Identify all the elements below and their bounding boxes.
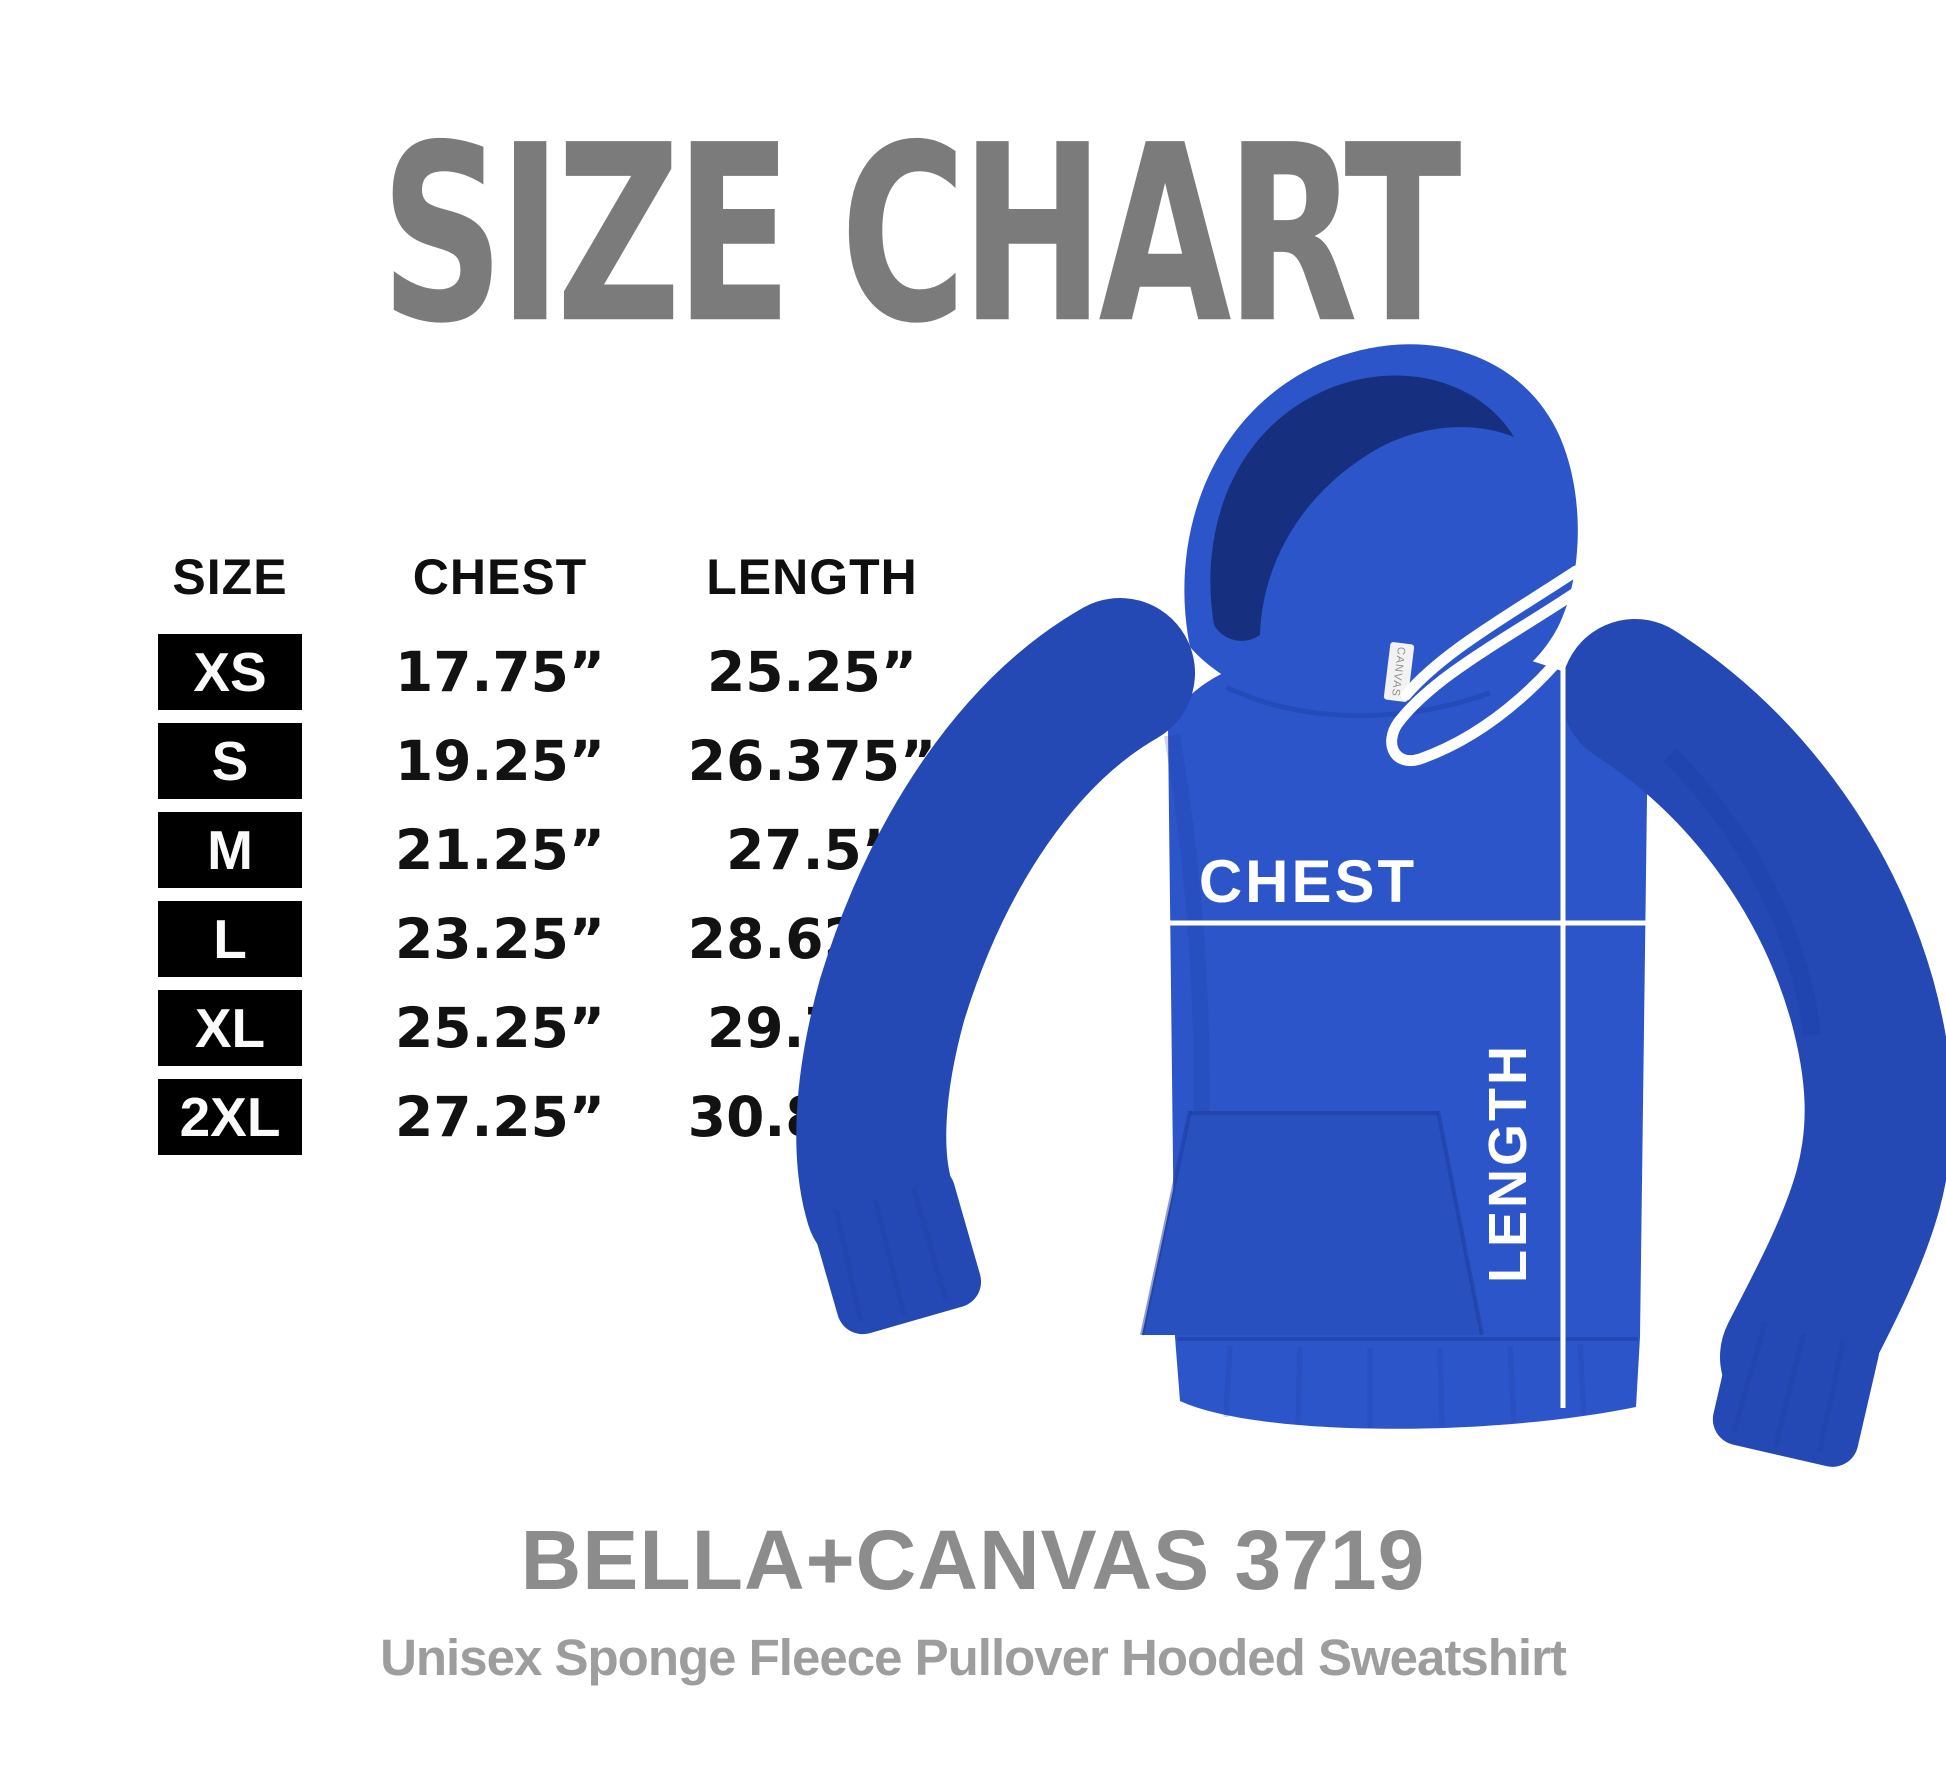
hoodie-left-cuff bbox=[810, 1165, 982, 1335]
length-value: 26.375” bbox=[687, 729, 937, 793]
column-header-length: LENGTH bbox=[706, 549, 918, 605]
right-sleeve-shade bbox=[1663, 748, 1821, 1037]
table-row: S 19.25” 26.375” bbox=[158, 723, 958, 799]
size-badge: L bbox=[158, 901, 302, 977]
hem-ribbing bbox=[1223, 1343, 1587, 1428]
length-value: 25.25” bbox=[706, 640, 918, 704]
column-header-size: SIZE bbox=[172, 549, 288, 605]
hoodie-right-sleeve bbox=[1561, 619, 1946, 1431]
hoodie-chest-label: CHEST bbox=[1199, 848, 1417, 915]
hoodie-pocket bbox=[1142, 1111, 1482, 1335]
hoodie-left-sleeve bbox=[796, 598, 1195, 1278]
size-badge: 2XL bbox=[158, 1079, 302, 1155]
page-title: SIZE CHART bbox=[380, 92, 1461, 378]
hoodie-right-cuff bbox=[1712, 1303, 1880, 1467]
hoodie-hem bbox=[1175, 1337, 1640, 1429]
hoodie-length-label: LENGTH bbox=[1478, 1043, 1538, 1283]
measurement-overlay: CHEST LENGTH bbox=[1168, 630, 1646, 1408]
size-badge: M bbox=[158, 812, 302, 888]
chest-value: 25.25” bbox=[394, 996, 606, 1060]
pocket-seams bbox=[1140, 1110, 1484, 1336]
hood-inner-shadow bbox=[1210, 375, 1514, 641]
table-row: M 21.25” 27.5” bbox=[158, 812, 958, 888]
size-badge: XL bbox=[158, 990, 302, 1066]
hoodie-photo: CANVAS CHEST LENGTH bbox=[790, 295, 1946, 1470]
chest-value: 27.25” bbox=[394, 1085, 606, 1149]
size-badge: XS bbox=[158, 634, 302, 710]
column-header-chest: CHEST bbox=[412, 549, 588, 605]
size-badge: S bbox=[158, 723, 302, 799]
chest-value: 23.25” bbox=[394, 907, 606, 971]
chest-value: 21.25” bbox=[394, 818, 606, 882]
table-row: XS 17.75” 25.25” bbox=[158, 634, 958, 710]
chest-value: 17.75” bbox=[394, 640, 606, 704]
neckline-seam bbox=[1224, 684, 1491, 719]
product-description: Unisex Sponge Fleece Pullover Hooded Swe… bbox=[380, 1629, 1567, 1686]
drawstring bbox=[1386, 565, 1610, 767]
chest-value: 19.25” bbox=[394, 729, 606, 793]
product-name: BELLA+CANVAS 3719 bbox=[520, 1513, 1426, 1607]
